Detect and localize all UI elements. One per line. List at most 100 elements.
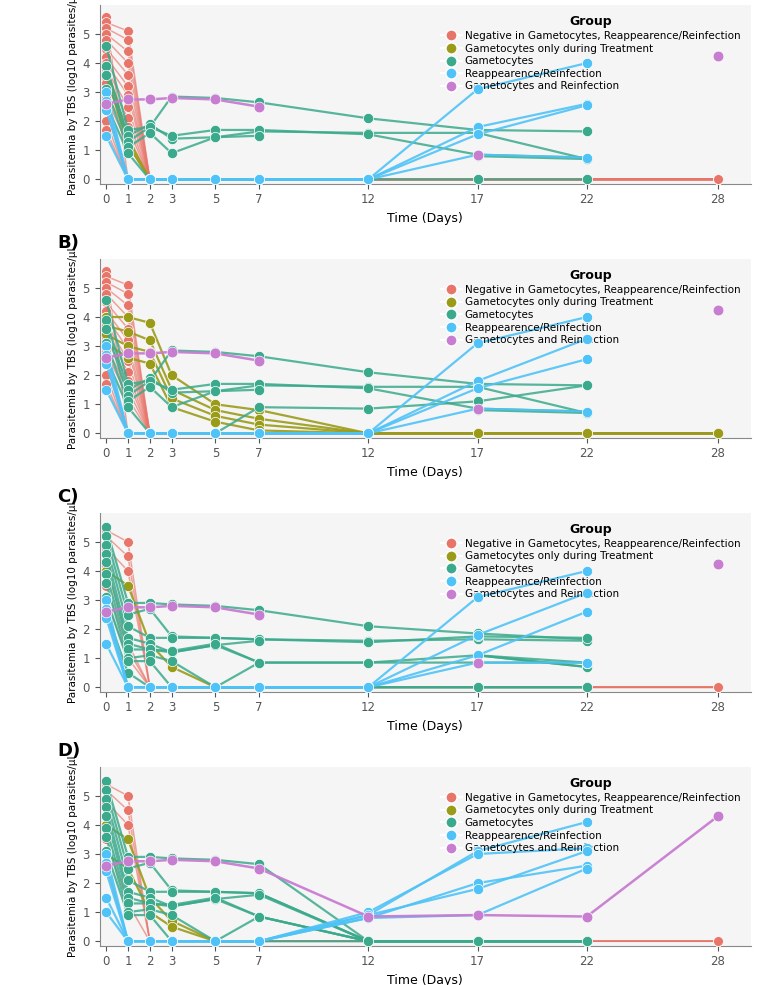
- Point: [165, 934, 178, 950]
- Point: [144, 171, 156, 187]
- Point: [122, 600, 134, 616]
- Point: [471, 426, 483, 441]
- Point: [122, 353, 134, 368]
- Point: [362, 680, 375, 695]
- Point: [712, 556, 724, 571]
- Point: [471, 934, 483, 950]
- Legend: Negative in Gametocytes, Reappearence/Reinfection, Gametocytes only during Treat: Negative in Gametocytes, Reappearence/Re…: [436, 264, 745, 351]
- Point: [712, 171, 724, 187]
- Point: [253, 856, 265, 872]
- Point: [100, 864, 113, 880]
- Point: [144, 680, 156, 695]
- Point: [362, 934, 375, 950]
- Point: [471, 627, 483, 643]
- Point: [253, 171, 265, 187]
- Point: [253, 680, 265, 695]
- Point: [471, 907, 483, 923]
- Point: [122, 641, 134, 657]
- Point: [712, 171, 724, 187]
- Point: [712, 426, 724, 441]
- Point: [100, 601, 113, 617]
- Point: [122, 297, 134, 313]
- Point: [144, 600, 156, 616]
- Point: [165, 426, 178, 441]
- Point: [122, 376, 134, 392]
- Point: [209, 171, 221, 187]
- Point: [144, 653, 156, 669]
- Point: [165, 680, 178, 695]
- Point: [144, 680, 156, 695]
- Point: [362, 426, 375, 441]
- Point: [144, 680, 156, 695]
- Point: [209, 680, 221, 695]
- Point: [253, 426, 265, 441]
- Point: [209, 171, 221, 187]
- Point: [165, 680, 178, 695]
- Point: [581, 171, 593, 187]
- Point: [362, 171, 375, 187]
- Point: [144, 373, 156, 389]
- Point: [144, 647, 156, 663]
- Point: [144, 934, 156, 950]
- Point: [122, 665, 134, 681]
- Point: [122, 641, 134, 657]
- Point: [209, 426, 221, 441]
- Point: [581, 426, 593, 441]
- Point: [581, 309, 593, 325]
- Point: [144, 680, 156, 695]
- Point: [100, 269, 113, 285]
- Point: [144, 171, 156, 187]
- Point: [253, 426, 265, 441]
- Point: [581, 680, 593, 695]
- Point: [471, 647, 483, 663]
- Point: [122, 171, 134, 187]
- Point: [581, 426, 593, 441]
- Point: [100, 96, 113, 111]
- Point: [165, 382, 178, 398]
- Point: [209, 426, 221, 441]
- Point: [581, 861, 593, 877]
- Point: [581, 843, 593, 859]
- Point: [209, 426, 221, 441]
- Point: [100, 528, 113, 544]
- Point: [144, 119, 156, 135]
- Point: [144, 680, 156, 695]
- Point: [471, 125, 483, 141]
- Point: [209, 426, 221, 441]
- Point: [362, 934, 375, 950]
- Point: [209, 171, 221, 187]
- Point: [209, 635, 221, 651]
- Point: [253, 426, 265, 441]
- Point: [362, 171, 375, 187]
- Y-axis label: Parasitemia by TBS (log10 parasites/μl: Parasitemia by TBS (log10 parasites/μl: [68, 501, 78, 703]
- Point: [100, 376, 113, 392]
- Point: [144, 426, 156, 441]
- Point: [122, 853, 134, 869]
- Point: [165, 852, 178, 868]
- Point: [144, 426, 156, 441]
- Point: [122, 426, 134, 441]
- Point: [144, 680, 156, 695]
- Point: [122, 119, 134, 135]
- Point: [209, 171, 221, 187]
- Point: [581, 680, 593, 695]
- Point: [362, 426, 375, 441]
- Point: [712, 171, 724, 187]
- Point: [581, 630, 593, 646]
- Point: [581, 171, 593, 187]
- Point: [471, 393, 483, 409]
- Point: [581, 633, 593, 649]
- Point: [165, 426, 178, 441]
- Point: [471, 147, 483, 163]
- Point: [253, 426, 265, 441]
- Point: [471, 628, 483, 644]
- Point: [100, 327, 113, 343]
- Y-axis label: Parasitemia by TBS (log10 parasites/μl: Parasitemia by TBS (log10 parasites/μl: [68, 247, 78, 449]
- Point: [165, 171, 178, 187]
- Point: [253, 607, 265, 623]
- Point: [581, 171, 593, 187]
- Point: [471, 680, 483, 695]
- Point: [209, 346, 221, 361]
- Point: [122, 24, 134, 39]
- Point: [144, 171, 156, 187]
